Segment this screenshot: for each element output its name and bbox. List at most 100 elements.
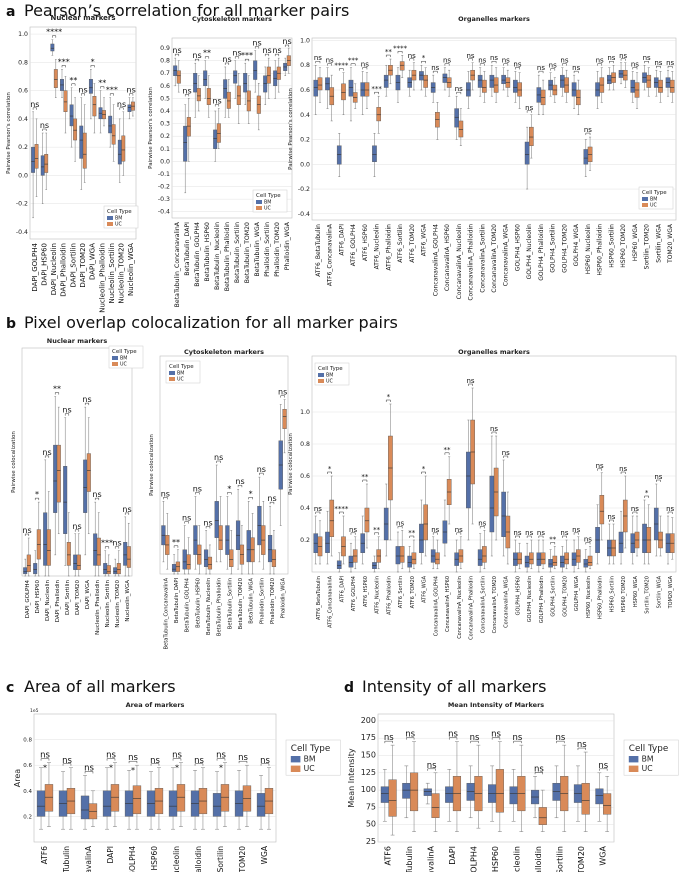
- significance-label: ***: [371, 85, 382, 93]
- panel-letter-a: a: [6, 4, 15, 20]
- x-category-label-a1: Nucleolin_Sortilin: [108, 243, 116, 304]
- subplot-title-d: Mean Intensity of Markers: [448, 701, 544, 709]
- box-uc-b1: [26, 537, 31, 577]
- box-uc-b3: [399, 530, 405, 570]
- x-category-label-a3: ConcanavalinA_WGA: [503, 223, 510, 286]
- significance-b1: ***: [101, 539, 113, 549]
- box-bm-a3: [583, 139, 589, 177]
- box-body: [102, 790, 112, 817]
- x-category-label-d: BetaTubulin: [405, 846, 414, 872]
- significance-b3: ****: [334, 505, 349, 514]
- significance-a2: ns: [282, 37, 292, 47]
- box-uc-a3: [470, 62, 475, 91]
- significance-bracket: [406, 737, 415, 740]
- significance-bracket: [644, 495, 650, 498]
- box-body: [583, 149, 589, 165]
- box-body: [517, 82, 522, 97]
- x-category-label-a3: ATF6_HSP60: [362, 224, 369, 261]
- x-category-label-a1: Nucleolin_TOM20: [118, 243, 126, 304]
- significance-d: ns: [427, 761, 437, 771]
- box-body: [63, 466, 68, 534]
- box-uc-b3: [482, 530, 487, 570]
- x-category-label-b3: ATF6_Phalloidin: [386, 576, 392, 615]
- significance-bracket: [338, 511, 344, 514]
- x-category-label-b3: ConcanavalinA_TOM20: [492, 576, 498, 633]
- significance-label: ns: [596, 57, 604, 65]
- x-category-label-a3: ConcanavalinA_GOLPH4: [432, 224, 439, 296]
- significance-label: ns: [549, 62, 557, 70]
- significance-b1: ns: [42, 448, 52, 458]
- significance-bracket: [238, 760, 248, 764]
- y-tick-label-a3: 0.6: [300, 87, 310, 94]
- x-category-label-d: ConcanavalinA: [427, 845, 436, 872]
- significance-c: ns *: [128, 753, 138, 775]
- significance-bracket: [585, 542, 591, 545]
- x-category-label-b1: DAPI_WGA: [85, 580, 91, 609]
- box-body: [168, 790, 178, 817]
- significance-label: ns: [30, 100, 39, 109]
- box-uc-a1: [82, 104, 87, 183]
- box-bm-a3: [501, 67, 506, 91]
- significance-c: ns: [84, 763, 94, 773]
- box-bm-b1: [23, 558, 28, 577]
- significance-bracket: [597, 468, 603, 471]
- significance-a2: ***: [241, 51, 253, 62]
- significance-label: ns: [584, 126, 592, 134]
- significance-label: ns: [525, 104, 533, 112]
- y-tick-label-a2: -0.4: [158, 209, 170, 216]
- significance-label: ****: [46, 28, 62, 37]
- significance-bracket: [24, 533, 30, 536]
- y-tick-label-c: 0.6: [23, 763, 32, 769]
- significance-d: ns: [513, 733, 523, 743]
- significance-bracket: [538, 535, 544, 538]
- box-body: [477, 74, 483, 88]
- box-body: [96, 537, 101, 566]
- box-body: [383, 74, 389, 88]
- significance-label: ns: [584, 535, 592, 543]
- box-body: [80, 795, 90, 820]
- box-uc-a3: [611, 64, 616, 91]
- panel-title-c: Area of all markers: [24, 677, 176, 696]
- significance-bracket: [34, 497, 40, 501]
- significance-a1: **: [98, 79, 106, 89]
- box-bm-a3: [524, 126, 530, 190]
- significance-label: ns: [216, 751, 226, 761]
- box-uc-a2: [216, 108, 221, 150]
- legend-swatch-uc-a2: [256, 206, 262, 210]
- y-tick-label-a3: 1.0: [300, 37, 310, 44]
- significance-a3: ns: [537, 64, 545, 74]
- significance-label: ***: [241, 51, 253, 60]
- box-body: [317, 77, 323, 91]
- box-uc-c: [110, 762, 120, 827]
- significance-label: ns: [260, 756, 270, 766]
- y-tick-label-b3: 0.6: [300, 473, 310, 480]
- box-body: [226, 91, 231, 109]
- significance-bracket: [214, 104, 220, 107]
- significance-label: ns: [82, 395, 91, 404]
- x-category-label-a1: Nucleolin_Phalloidin: [98, 243, 106, 313]
- box-uc-d: [581, 751, 590, 832]
- box-body: [658, 79, 663, 93]
- box-bm-a1: [31, 111, 36, 219]
- x-category-label-a3: HSP60_Nucleolin: [585, 224, 592, 275]
- box-uc-c: [220, 762, 230, 827]
- significance-label: ns: [40, 121, 49, 130]
- box-body: [243, 73, 248, 93]
- box-body: [548, 559, 553, 568]
- x-category-label-b3: ConcanavalinA_Sortilin: [480, 576, 486, 633]
- significance-label: ns: [326, 57, 334, 65]
- box-body: [489, 74, 495, 88]
- box-uc-a1: [44, 132, 49, 190]
- legend-label-bm-b1: BM: [120, 356, 127, 362]
- significance-bracket: [259, 472, 264, 476]
- box-body: [564, 552, 569, 565]
- y-axis-label-a2: Pairwise Pearson's correlation: [148, 87, 154, 169]
- y-tick-label-a2: 0.7: [160, 70, 170, 77]
- significance-label: ns: [555, 733, 565, 743]
- significance-bracket: [421, 471, 426, 474]
- significance-b3: ns: [584, 535, 592, 545]
- box-body: [223, 79, 228, 99]
- significance-bracket: [124, 512, 130, 515]
- box-uc-b2: [165, 513, 170, 570]
- x-category-label-c: WGA: [260, 845, 269, 864]
